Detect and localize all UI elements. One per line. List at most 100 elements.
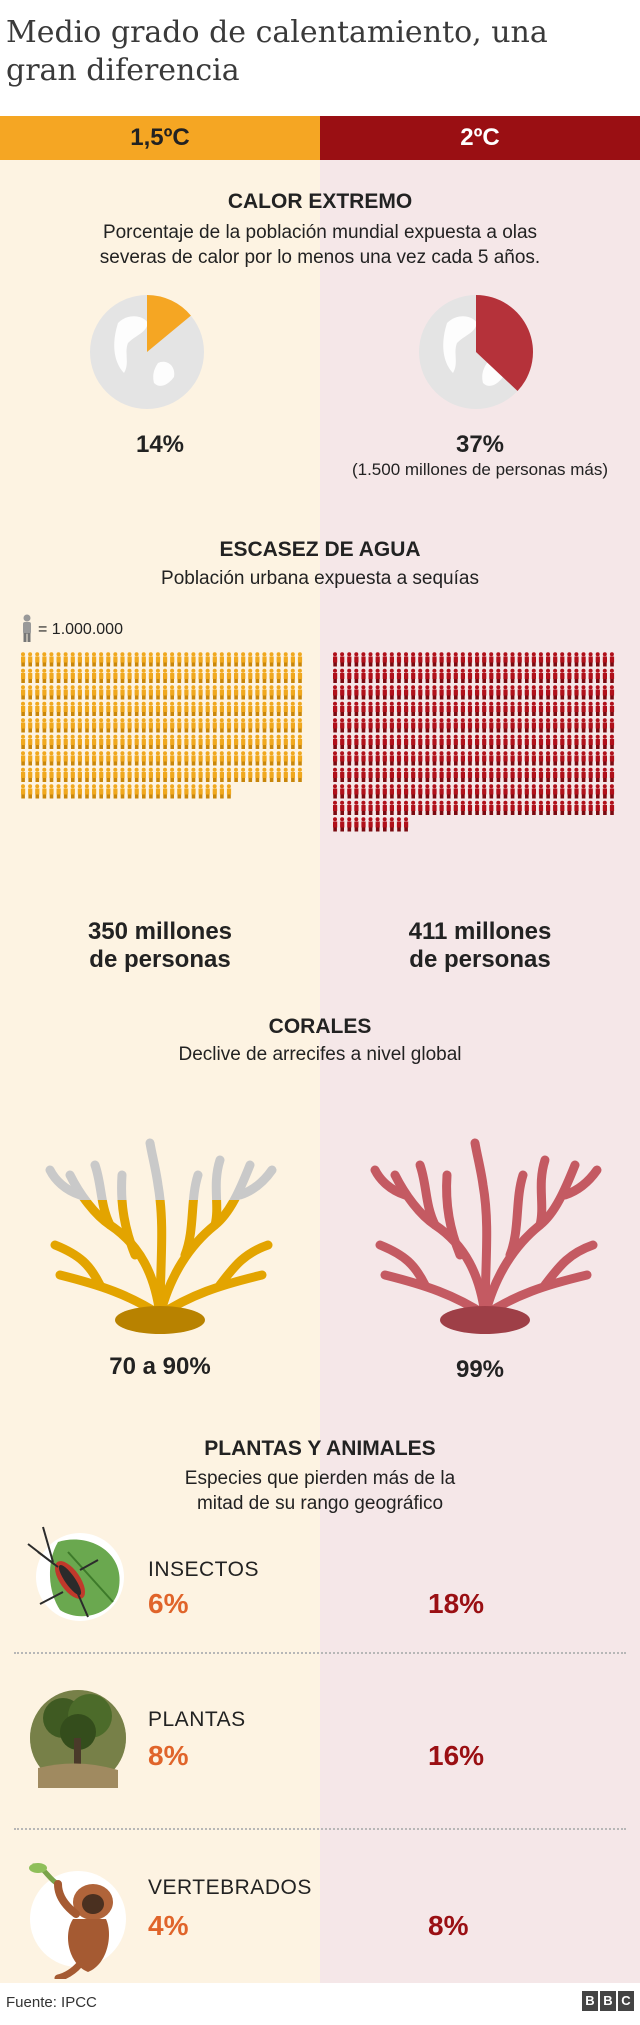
person-icon [517, 652, 522, 667]
person-icon [588, 751, 593, 766]
person-icon [581, 718, 586, 733]
person-icon [560, 734, 565, 749]
person-icon [226, 767, 232, 782]
person-icon [460, 701, 465, 716]
person-icon [191, 652, 196, 667]
person-icon [262, 668, 267, 683]
person-icon [205, 767, 210, 782]
person-icon [21, 701, 26, 716]
person-icon [560, 652, 565, 667]
person-icon [453, 767, 458, 782]
person-icon [354, 784, 359, 799]
person-icon [99, 652, 104, 667]
person-icon [496, 652, 501, 667]
person-icon [276, 718, 281, 733]
person-icon [489, 734, 494, 749]
person-icon [404, 652, 409, 667]
person-icon [347, 668, 352, 683]
person-icon [581, 751, 586, 766]
person-icon [255, 718, 260, 733]
person-icon [177, 751, 182, 766]
person-icon [453, 701, 458, 716]
person-icon [375, 784, 380, 799]
person-icon [163, 685, 168, 700]
person-icon [92, 767, 97, 782]
person-icon [489, 668, 494, 683]
person-icon [560, 767, 565, 782]
person-icon [127, 685, 132, 700]
person-icon [354, 767, 359, 782]
person-icon [588, 668, 593, 683]
person-icon [538, 734, 544, 749]
person-icon [269, 734, 274, 749]
person-icon [276, 751, 281, 766]
person-icon [503, 685, 508, 700]
person-icon [531, 685, 536, 700]
person-icon [404, 767, 409, 782]
person-icon [212, 685, 217, 700]
person-icon [453, 734, 458, 749]
person-icon [155, 734, 161, 749]
person-icon [538, 701, 544, 716]
person-icon [70, 668, 75, 683]
person-icon [297, 668, 303, 683]
calor-title: CALOR EXTREMO [227, 190, 413, 213]
person-icon [588, 652, 593, 667]
person-icon [198, 718, 203, 733]
person-icon [290, 652, 295, 667]
person-icon [524, 701, 529, 716]
person-icon [134, 767, 139, 782]
person-icon [361, 751, 366, 766]
person-icon [581, 701, 586, 716]
person-icon [382, 685, 387, 700]
person-icon [255, 652, 260, 667]
person-icon [163, 751, 168, 766]
person-icon [510, 668, 515, 683]
person-icon [219, 701, 224, 716]
person-icon [155, 718, 161, 733]
person-icon [63, 734, 68, 749]
person-icon [475, 668, 480, 683]
person-icon [177, 734, 182, 749]
person-icon [396, 751, 402, 766]
person-icon [333, 767, 338, 782]
person-icon [106, 668, 111, 683]
person-icon [127, 784, 132, 799]
person-icon [290, 668, 295, 683]
person-icon [375, 734, 380, 749]
person-icon [333, 800, 338, 815]
person-icon [517, 784, 522, 799]
person-icon [177, 784, 182, 799]
row-left-vertebrados: 4% [148, 1910, 189, 1941]
person-icon [120, 685, 125, 700]
person-icon [77, 668, 82, 683]
person-icon [163, 668, 168, 683]
person-icon [198, 734, 203, 749]
person-icon [439, 767, 444, 782]
person-icon [205, 668, 210, 683]
person-icon [191, 685, 196, 700]
person-icon [63, 751, 68, 766]
person-icon [49, 685, 54, 700]
person-icon [219, 751, 224, 766]
person-icon [361, 685, 366, 700]
person-icon [255, 767, 260, 782]
person-icon [340, 817, 345, 832]
person-icon [84, 668, 90, 683]
person-icon [503, 701, 508, 716]
person-icon [219, 685, 224, 700]
person-icon [333, 668, 338, 683]
person-icon [99, 767, 104, 782]
person-icon [602, 767, 607, 782]
person-icon [425, 751, 430, 766]
person-icon [269, 701, 274, 716]
person-icon [581, 668, 586, 683]
person-icon [546, 668, 551, 683]
person-icon [375, 701, 380, 716]
person-icon [21, 668, 26, 683]
person-icon [340, 668, 345, 683]
person-icon [134, 718, 139, 733]
person-icon [184, 767, 189, 782]
person-icon [340, 751, 345, 766]
row-label-plantas: PLANTAS [148, 1708, 246, 1731]
